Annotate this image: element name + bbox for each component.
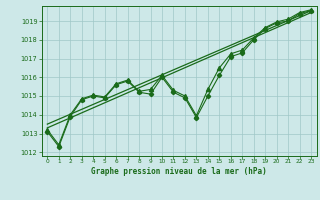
X-axis label: Graphe pression niveau de la mer (hPa): Graphe pression niveau de la mer (hPa) (91, 167, 267, 176)
